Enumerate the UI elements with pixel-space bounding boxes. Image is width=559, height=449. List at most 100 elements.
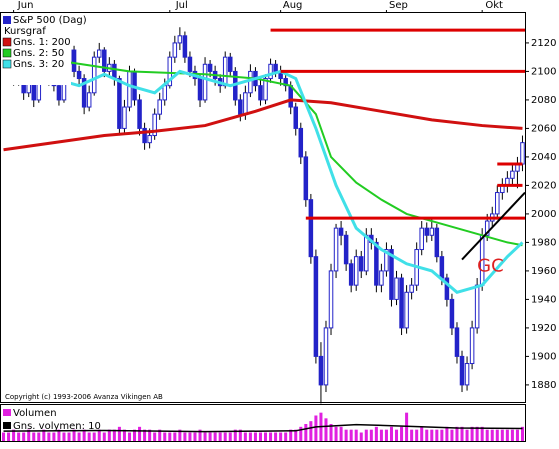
volume-bar bbox=[299, 426, 303, 441]
volume-bar bbox=[510, 429, 514, 441]
volume-bar bbox=[112, 429, 116, 441]
y-tick-label: 2080 bbox=[531, 95, 556, 106]
volume-bar bbox=[72, 429, 76, 441]
candle-body bbox=[449, 298, 455, 329]
volume-bar bbox=[7, 432, 11, 441]
volume-bar bbox=[37, 432, 41, 441]
y-tick-label: 1960 bbox=[531, 266, 556, 277]
candle-body bbox=[353, 256, 359, 286]
volume-bar bbox=[430, 429, 434, 441]
candle-body bbox=[268, 63, 273, 80]
legend-label: Volumen bbox=[13, 408, 57, 419]
legend-label: Gns. volymen: 10 bbox=[13, 421, 101, 432]
candle-body bbox=[222, 56, 228, 87]
volume-bar bbox=[193, 432, 197, 441]
volume-bar bbox=[395, 429, 399, 441]
candle-body bbox=[243, 92, 248, 115]
candle-body bbox=[117, 78, 122, 129]
volume-bar bbox=[349, 429, 353, 441]
volume-bar bbox=[269, 432, 273, 441]
legend-label: S&P 500 (Dag) bbox=[13, 15, 87, 26]
volume-bar bbox=[218, 432, 222, 441]
moving-average bbox=[3, 98, 523, 152]
candle-body bbox=[197, 78, 203, 101]
volume-bar bbox=[334, 426, 338, 441]
candle-body bbox=[474, 284, 480, 329]
volume-bar bbox=[148, 429, 152, 441]
volume-bar bbox=[425, 429, 429, 441]
candle-body bbox=[379, 270, 384, 286]
volume-bar bbox=[67, 432, 71, 441]
candle-body bbox=[288, 85, 293, 108]
volume-bar bbox=[520, 426, 524, 441]
candle-body bbox=[127, 70, 132, 108]
x-tick-label: Okt bbox=[485, 0, 503, 11]
x-tick-label: Aug bbox=[283, 0, 303, 11]
volume-bar bbox=[400, 426, 404, 441]
volume-bar bbox=[480, 426, 484, 441]
x-tick-label: Jul bbox=[175, 0, 188, 11]
volume-bar bbox=[87, 432, 91, 441]
volume-bar bbox=[314, 415, 318, 441]
legend-swatch bbox=[2, 37, 12, 47]
candle-body bbox=[202, 63, 208, 101]
volume-bar bbox=[460, 426, 464, 441]
volume-bar bbox=[505, 429, 509, 441]
volume-bar bbox=[52, 432, 56, 441]
candle-body bbox=[409, 284, 414, 293]
volume-bar bbox=[279, 432, 283, 441]
candle-body bbox=[424, 227, 430, 236]
candle-body bbox=[102, 49, 107, 72]
candle-body bbox=[444, 277, 450, 300]
candle-body bbox=[86, 92, 92, 108]
candle-body bbox=[459, 355, 465, 386]
moving-average bbox=[3, 56, 523, 247]
volume-bar bbox=[389, 426, 393, 441]
volume-bar bbox=[27, 429, 31, 441]
volume-bar bbox=[198, 429, 202, 441]
volume-bar bbox=[47, 432, 51, 441]
volume-bar bbox=[238, 429, 242, 441]
y-tick-label: 1880 bbox=[531, 380, 556, 391]
y-tick-label: 2060 bbox=[531, 123, 556, 134]
y-tick-label: 2100 bbox=[531, 66, 556, 77]
volume-bar bbox=[455, 426, 459, 441]
candle-body bbox=[348, 263, 354, 286]
y-tick-label: 1940 bbox=[531, 294, 556, 305]
candle-body bbox=[31, 82, 37, 101]
volume-bar bbox=[435, 429, 439, 441]
candle-body bbox=[81, 78, 87, 108]
volume-bar bbox=[284, 432, 288, 441]
volume-bar bbox=[289, 429, 293, 441]
x-tick-label: Sep bbox=[389, 0, 408, 11]
candle-body bbox=[142, 127, 147, 144]
volume-bar bbox=[258, 432, 262, 441]
volume-bar bbox=[92, 432, 96, 441]
volume-bar bbox=[243, 432, 247, 441]
volume-bar bbox=[183, 432, 187, 441]
volume-bar bbox=[264, 432, 268, 441]
volume-bar bbox=[158, 429, 162, 441]
volume-bar bbox=[253, 432, 257, 441]
legend-box bbox=[1, 13, 71, 85]
candle-body bbox=[152, 113, 157, 137]
volume-bar bbox=[485, 429, 489, 441]
volume-bar bbox=[203, 432, 207, 441]
candle-body bbox=[157, 99, 162, 115]
candle-body bbox=[384, 249, 389, 272]
volume-bar bbox=[324, 418, 328, 441]
volume-bar bbox=[309, 421, 313, 441]
candle-body bbox=[313, 256, 319, 357]
candle-body bbox=[137, 99, 142, 129]
candle-body bbox=[91, 56, 97, 94]
volume-bar bbox=[233, 429, 237, 441]
candle-body bbox=[227, 56, 233, 72]
candle-body bbox=[177, 35, 183, 44]
candle-body bbox=[318, 355, 324, 386]
candle-body bbox=[358, 256, 364, 272]
candle-body bbox=[71, 49, 77, 72]
volume-bar bbox=[17, 432, 21, 441]
volume-bar bbox=[379, 429, 383, 441]
volume-bar bbox=[490, 429, 494, 441]
candle-body bbox=[434, 227, 440, 258]
